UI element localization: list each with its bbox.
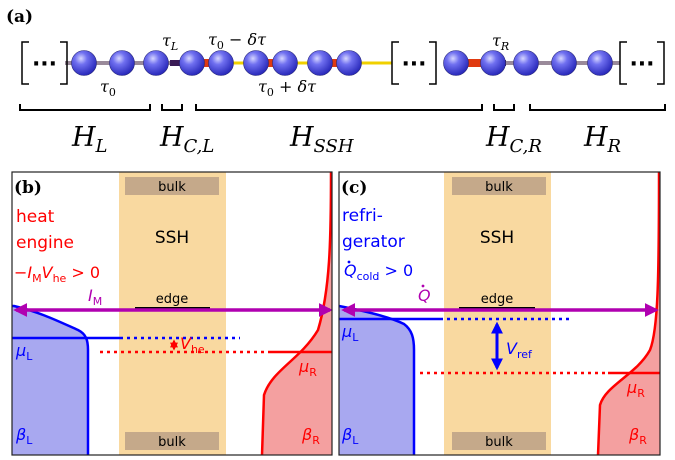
muR-label: μR xyxy=(626,378,645,400)
bead xyxy=(208,50,234,76)
panel-c: bulk bulk SSH edge refri- gerator Qcold … xyxy=(338,171,661,456)
ssh-band xyxy=(444,172,551,455)
bulk-box-top xyxy=(125,177,219,195)
edge-label: edge xyxy=(481,292,514,307)
betaR-label: βR xyxy=(301,425,320,447)
condition-text: −IMVhe > 0 xyxy=(14,263,100,285)
ssh-band xyxy=(119,172,226,455)
label-tau-plus: τ0 + δτ xyxy=(258,77,317,99)
title-gerator: gerator xyxy=(342,232,405,252)
ellipsis-right: ··· xyxy=(629,52,654,77)
panel-a-label: (a) xyxy=(6,7,33,27)
bead xyxy=(143,50,169,76)
betaL-label: βL xyxy=(341,425,359,447)
bulk-box-bottom xyxy=(452,432,546,450)
bulk-top-label: bulk xyxy=(158,180,186,195)
qdot-accent xyxy=(421,284,425,288)
bead xyxy=(109,50,135,76)
panel-b-frame xyxy=(11,171,333,456)
ellipsis-middle: ··· xyxy=(401,52,426,77)
edge-label: edge xyxy=(156,292,189,307)
bead xyxy=(551,50,577,76)
label-HCL: HC,L xyxy=(159,122,214,157)
title-refri: refri- xyxy=(342,206,383,226)
label-HCR: HC,R xyxy=(485,122,542,157)
bead xyxy=(513,50,539,76)
panel-b: bulk bulk SSH edge heat engine −IMVhe > … xyxy=(11,171,333,456)
left-reservoir-fill xyxy=(12,306,88,455)
panel-c-label: (c) xyxy=(341,178,367,198)
hamiltonian-brackets xyxy=(19,104,666,111)
voltage-label: Vhe xyxy=(180,334,205,356)
bulk-box-top xyxy=(452,177,546,195)
bead xyxy=(443,50,469,76)
bead xyxy=(587,50,613,76)
label-tauL: τL xyxy=(162,31,178,53)
muR-label: μR xyxy=(298,357,317,379)
bulk-box-bottom xyxy=(125,432,219,450)
betaR-label: βR xyxy=(628,425,647,447)
panel-b-label: (b) xyxy=(14,178,42,198)
label-tau-minus: τ0 − δτ xyxy=(208,30,267,52)
bead xyxy=(272,50,298,76)
label-HL: HL xyxy=(71,122,108,157)
bead xyxy=(71,50,97,76)
current-label: Q xyxy=(418,286,431,305)
bead xyxy=(243,50,269,76)
panel-a: (a) ··· ··· xyxy=(6,7,666,157)
label-HR: HR xyxy=(583,122,621,157)
qdot-accent xyxy=(347,260,351,264)
label-HSSH: HSSH xyxy=(289,122,354,157)
panel-c-frame xyxy=(338,171,661,456)
bead xyxy=(336,50,362,76)
bead xyxy=(307,50,333,76)
ellipsis-left: ··· xyxy=(32,52,57,77)
ssh-label: SSH xyxy=(155,228,189,248)
right-reservoir-fill xyxy=(598,172,660,455)
bulk-bottom-label: bulk xyxy=(158,435,186,450)
label-tau0: τ0 xyxy=(100,77,116,99)
bracket-left: ··· xyxy=(21,41,68,85)
label-tauR: τR xyxy=(492,31,509,53)
muL-label: μL xyxy=(15,341,33,363)
bead xyxy=(179,50,205,76)
current-label: IM xyxy=(88,286,102,308)
ssh-label: SSH xyxy=(480,228,514,248)
betaL-label: βL xyxy=(15,425,33,447)
voltage-label: Vref xyxy=(506,339,533,361)
bulk-bottom-label: bulk xyxy=(485,435,513,450)
right-reservoir-fill xyxy=(262,172,332,455)
left-reservoir-fill xyxy=(339,306,414,455)
right-fermi-curve xyxy=(260,171,333,456)
bracket-middle: ··· xyxy=(391,41,437,85)
beads xyxy=(71,50,613,76)
title-engine: engine xyxy=(16,233,74,253)
muL-label: μL xyxy=(341,322,359,344)
bulk-top-label: bulk xyxy=(485,180,513,195)
title-heat: heat xyxy=(16,207,55,227)
bracket-right: ··· xyxy=(619,41,665,85)
right-fermi-curve xyxy=(596,171,661,456)
condition-text: Qcold > 0 xyxy=(344,261,413,283)
bead xyxy=(480,50,506,76)
